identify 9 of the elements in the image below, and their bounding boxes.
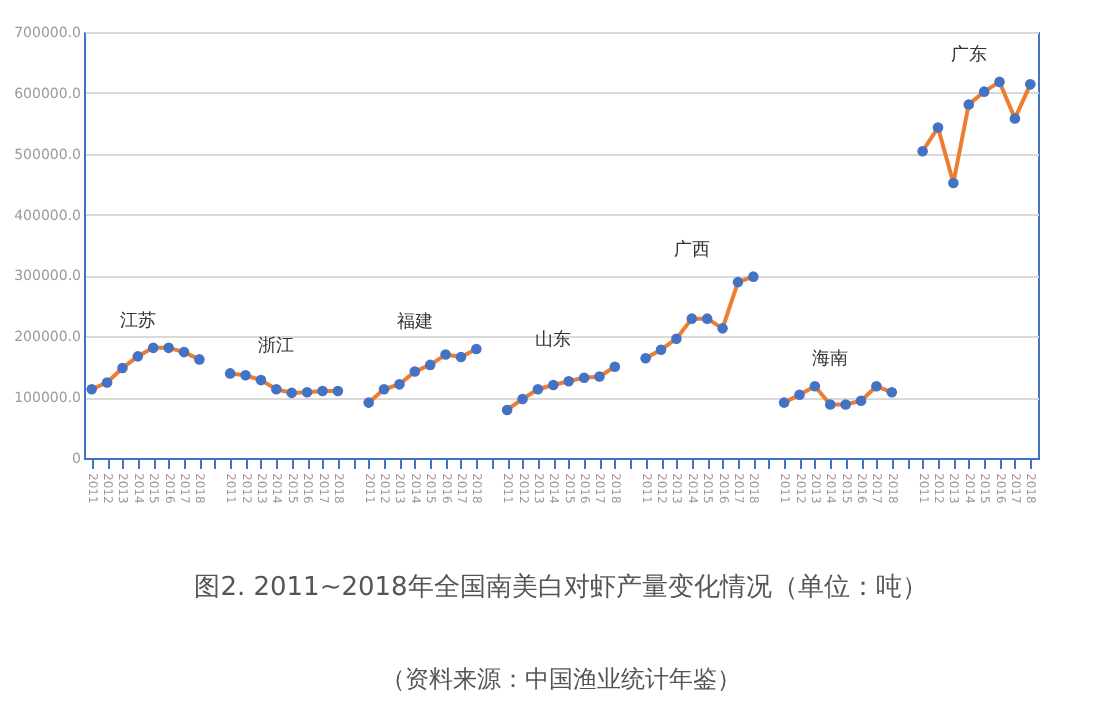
- series-label: 浙江: [258, 335, 295, 358]
- text: （资料来源：中国渔业统计年鉴）: [381, 664, 741, 693]
- text: 图2. 2011~2018年全国南美白对虾产量变化情况（单位：吨）: [194, 570, 928, 603]
- series-label: 江苏: [119, 309, 156, 332]
- series-label: 福建: [396, 311, 433, 334]
- series-label: 广东: [950, 43, 987, 66]
- series-label: 山东: [535, 328, 572, 351]
- series-label: 广西: [673, 238, 710, 261]
- series-label: 海南: [812, 348, 849, 371]
